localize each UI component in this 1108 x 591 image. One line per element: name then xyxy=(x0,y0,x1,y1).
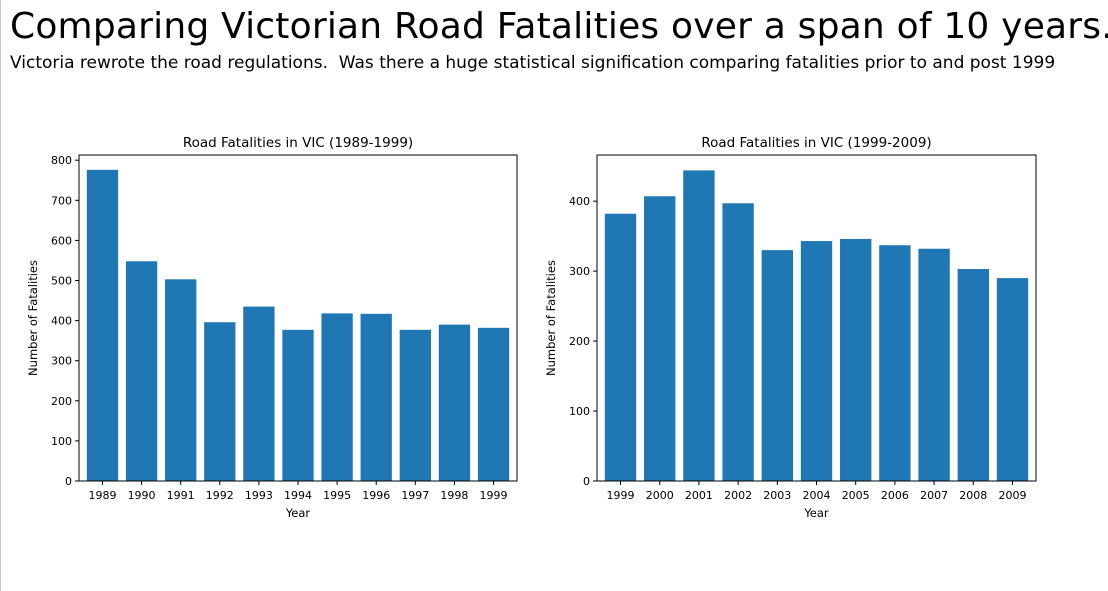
y-axis-label: Number of Fatalities xyxy=(26,260,40,376)
x-tick-label: 1993 xyxy=(245,489,273,502)
x-tick-label: 2007 xyxy=(920,489,948,502)
bar-1991 xyxy=(165,279,197,481)
bar-1998 xyxy=(438,324,471,481)
bar-2004 xyxy=(800,241,833,481)
x-tick-label: 2009 xyxy=(998,489,1026,502)
x-tick-label: 1995 xyxy=(323,489,351,502)
y-tick-label: 800 xyxy=(51,154,72,167)
y-tick-label: 300 xyxy=(51,355,72,368)
chart-title: Road Fatalities in VIC (1989-1999) xyxy=(183,135,413,151)
x-tick-label: 2000 xyxy=(646,489,674,502)
x-tick-label: 1994 xyxy=(284,489,312,502)
slide-left-border xyxy=(0,0,1,591)
x-tick-label: 2005 xyxy=(842,489,870,502)
y-tick-label: 100 xyxy=(569,405,590,418)
bar-1994 xyxy=(282,329,314,481)
y-tick-label: 300 xyxy=(569,265,590,278)
slide-subtitle: Victoria rewrote the road regulations. W… xyxy=(10,53,1056,73)
bar-2008 xyxy=(957,269,989,481)
bar-1996 xyxy=(360,313,392,481)
bar-2007 xyxy=(918,248,950,481)
x-tick-label: 2002 xyxy=(724,489,752,502)
x-tick-label: 1998 xyxy=(440,489,468,502)
bar-2006 xyxy=(879,245,911,481)
y-tick-label: 500 xyxy=(51,275,72,288)
bar-2001 xyxy=(683,170,715,481)
y-axis-label: Number of Fatalities xyxy=(544,260,558,376)
x-tick-label: 2008 xyxy=(959,489,987,502)
x-tick-label: 1991 xyxy=(167,489,195,502)
x-tick-label: 1999 xyxy=(607,489,635,502)
y-tick-label: 0 xyxy=(65,475,72,488)
x-tick-label: 1996 xyxy=(362,489,390,502)
bar-1990 xyxy=(125,261,158,481)
x-tick-label: 2001 xyxy=(685,489,713,502)
bar-2002 xyxy=(722,203,754,481)
bar-1999 xyxy=(477,327,510,481)
bar-1999 xyxy=(604,213,637,481)
y-tick-label: 400 xyxy=(569,195,590,208)
y-tick-label: 100 xyxy=(51,435,72,448)
x-tick-label: 2004 xyxy=(803,489,831,502)
x-axis-label: Year xyxy=(285,506,311,520)
x-tick-label: 1999 xyxy=(480,489,508,502)
y-tick-label: 200 xyxy=(51,395,72,408)
chart-title: Road Fatalities in VIC (1999-2009) xyxy=(701,135,931,151)
bar-2005 xyxy=(840,238,872,481)
x-tick-label: 1997 xyxy=(401,489,429,502)
bar-2000 xyxy=(644,196,676,481)
x-axis-label: Year xyxy=(803,506,829,520)
y-tick-label: 600 xyxy=(51,234,72,247)
x-tick-label: 1989 xyxy=(88,489,116,502)
bar-1992 xyxy=(204,322,236,481)
y-tick-label: 0 xyxy=(583,475,590,488)
x-tick-label: 1990 xyxy=(128,489,156,502)
bar-1993 xyxy=(243,306,275,481)
bar-1989 xyxy=(86,169,119,481)
bar-1995 xyxy=(321,313,353,481)
bar-2003 xyxy=(761,250,793,481)
x-tick-label: 2003 xyxy=(763,489,791,502)
slide-title: Comparing Victorian Road Fatalities over… xyxy=(10,6,1108,47)
bar-1997 xyxy=(399,329,431,481)
x-tick-label: 2006 xyxy=(881,489,909,502)
y-tick-label: 700 xyxy=(51,194,72,207)
bar-2009 xyxy=(996,278,1029,481)
y-tick-label: 400 xyxy=(51,315,72,328)
x-tick-label: 1992 xyxy=(206,489,234,502)
y-tick-label: 200 xyxy=(569,335,590,348)
